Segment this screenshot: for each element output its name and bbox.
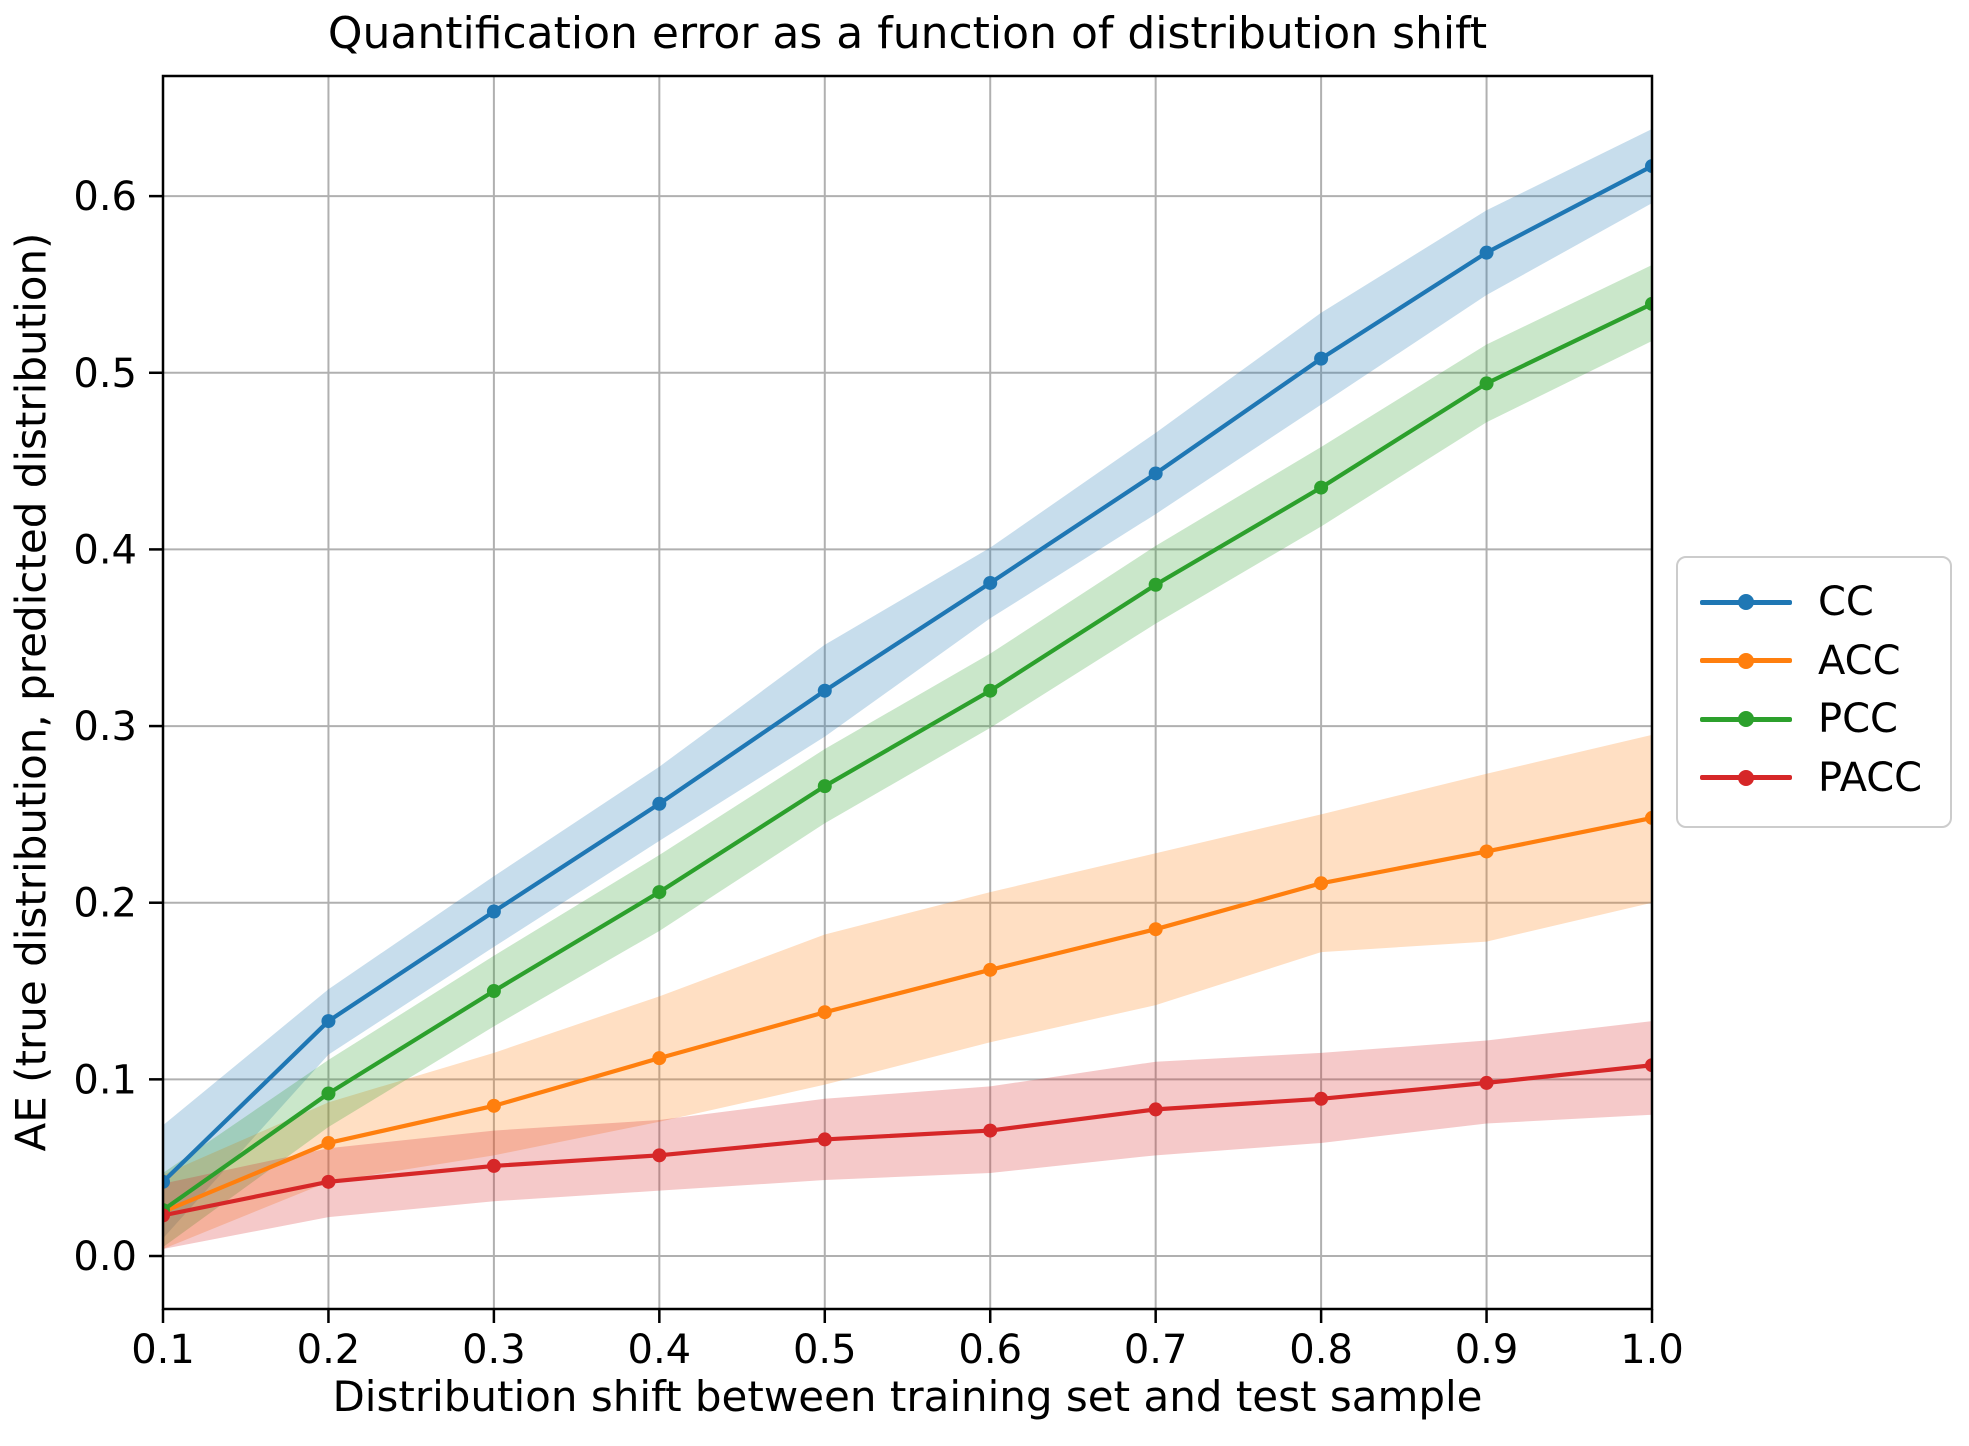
marker-pcc [321, 1086, 336, 1101]
x-tick-label: 0.4 [628, 1327, 692, 1373]
marker-pcc [1645, 296, 1652, 311]
marker-cc [817, 683, 832, 698]
acc-line-sample [1700, 652, 1792, 669]
marker-acc [817, 1005, 832, 1020]
marker-pcc [817, 779, 832, 794]
marker-pcc [1148, 577, 1163, 592]
line-cc [163, 164, 1652, 1184]
tick-labels: 0.1 0.2 0.3 0.4 0.5 0.6 0.7 0.8 0.9 1.0 0.0 0.1 0.2 0… [73, 174, 1683, 1373]
marker-cc [1479, 245, 1494, 260]
line-acc [163, 815, 1652, 1214]
marker-cc [652, 796, 667, 811]
legend-label-pacc: PACC [1818, 754, 1923, 801]
band-cc [163, 128, 1652, 1239]
x-tick-label: 0.6 [958, 1327, 1022, 1373]
marker-acc [1148, 922, 1163, 937]
x-tick-label: 0.7 [1124, 1327, 1188, 1373]
marker-acc [1479, 844, 1494, 859]
legend-item-pcc: PCC [1700, 693, 1940, 745]
marker-cc [1314, 351, 1329, 366]
marker-pacc [1148, 1102, 1163, 1117]
x-tick-label: 1.0 [1620, 1327, 1684, 1373]
pacc-line-sample [1700, 769, 1792, 786]
marker-pcc [486, 984, 501, 999]
legend-item-acc: ACC [1700, 635, 1940, 687]
marker-pacc [983, 1123, 998, 1138]
y-tick-label: 0.5 [73, 351, 137, 397]
marker-acc [321, 1135, 336, 1150]
marker-acc [1645, 810, 1652, 825]
line-pacc [163, 1063, 1652, 1218]
marker-pacc [1479, 1075, 1494, 1090]
axes-spines [161, 74, 1654, 1311]
legend: CC ACC PCC PACC [1676, 556, 1952, 828]
marker-pacc [321, 1174, 336, 1189]
x-tick-label: 0.2 [297, 1327, 361, 1373]
marker-pacc [1314, 1091, 1329, 1106]
y-tick-label: 0.0 [73, 1234, 137, 1280]
pacc-marker-icon [1738, 769, 1754, 786]
legend-label-pcc: PCC [1818, 696, 1898, 743]
y-tick-label: 0.4 [73, 527, 137, 573]
legend-label-cc: CC [1818, 579, 1874, 625]
y-tick-label: 0.2 [73, 881, 137, 927]
marker-pcc [652, 885, 667, 900]
legend-item-pacc: PACC [1700, 752, 1940, 804]
x-tick-label: 0.1 [131, 1327, 195, 1373]
marker-cc [1148, 466, 1163, 481]
marker-pcc [1479, 376, 1494, 391]
marker-cc [321, 1014, 336, 1029]
x-tick-label: 0.8 [1289, 1327, 1353, 1373]
line-pcc [163, 301, 1652, 1212]
marker-pacc [1645, 1058, 1652, 1073]
chart-title: Quantification error as a function of di… [327, 8, 1488, 59]
marker-cc [163, 1174, 170, 1189]
y-tick-label: 0.3 [73, 704, 137, 750]
pcc-marker-icon [1738, 711, 1754, 728]
marker-pacc [163, 1208, 170, 1223]
marker-pacc [652, 1148, 667, 1163]
marker-cc [983, 575, 998, 590]
pcc-line-sample [1700, 711, 1792, 728]
marker-acc [1314, 876, 1329, 891]
cc-marker-icon [1738, 594, 1754, 610]
marker-pcc [1314, 480, 1329, 495]
marker-acc [983, 962, 998, 977]
cc-line-sample [1700, 594, 1792, 610]
marker-cc [486, 904, 501, 919]
series-layer [163, 128, 1652, 1249]
x-tick-label: 0.9 [1455, 1327, 1519, 1373]
x-axis-label: Distribution shift between training set … [332, 1372, 1483, 1421]
marker-acc [486, 1098, 501, 1113]
marker-acc [652, 1051, 667, 1066]
legend-label-acc: ACC [1818, 637, 1901, 684]
marker-pacc [486, 1158, 501, 1173]
acc-marker-icon [1738, 652, 1754, 669]
y-tick-label: 0.1 [73, 1057, 137, 1103]
x-tick-label: 0.3 [462, 1327, 526, 1373]
marker-pcc [983, 683, 998, 698]
y-tick-label: 0.6 [73, 174, 137, 220]
marker-cc [1645, 159, 1652, 174]
x-tick-label: 0.5 [793, 1327, 857, 1373]
marker-pacc [817, 1132, 832, 1147]
legend-item-cc: CC [1700, 576, 1940, 628]
